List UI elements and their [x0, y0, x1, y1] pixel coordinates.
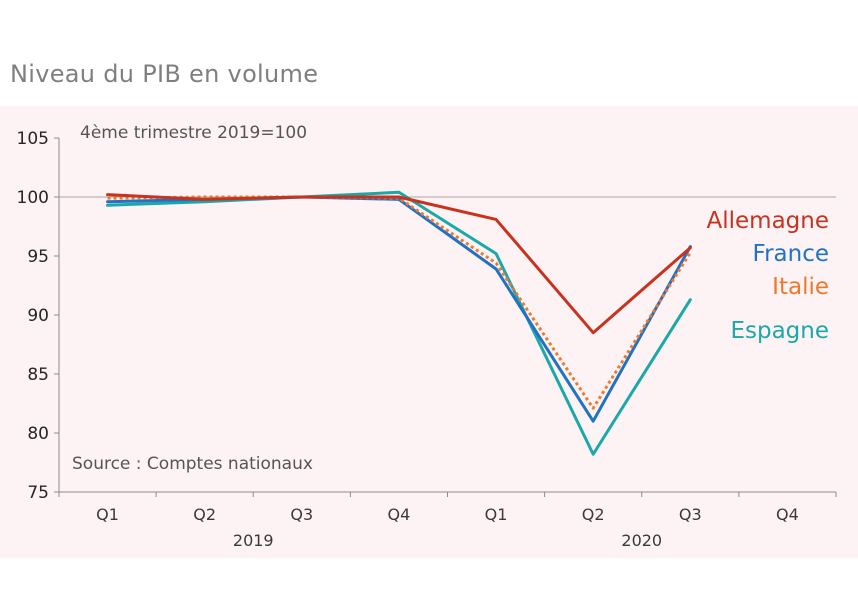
series-line-allemagne: [106, 193, 692, 335]
x-tick-label: Q4: [776, 505, 799, 524]
x-tick-label: Q3: [679, 505, 702, 524]
legend-label-italie: Italie: [772, 274, 829, 300]
chart-panel: [0, 106, 858, 558]
y-tick-label: 105: [17, 129, 49, 149]
y-tick-label: 90: [27, 306, 49, 326]
x-tick-label: Q2: [193, 505, 216, 524]
y-tick-label: 75: [27, 483, 49, 503]
x-tick-label: Q1: [96, 505, 119, 524]
y-tick-label: 80: [27, 424, 49, 444]
x-tick-label: Q1: [485, 505, 508, 524]
year-label: 2019: [233, 531, 274, 550]
y-tick-label: 85: [27, 365, 49, 385]
y-tick-label: 100: [17, 188, 49, 208]
legend-label-allemagne: Allemagne: [707, 208, 830, 234]
x-tick-label: Q3: [290, 505, 313, 524]
chart-subtitle: 4ème trimestre 2019=100: [80, 123, 307, 143]
legend-label-espagne: Espagne: [730, 318, 829, 344]
series-line-espagne: [106, 190, 692, 456]
series-line-italie: [107, 195, 692, 410]
chart-title: Niveau du PIB en volume: [10, 60, 319, 88]
year-label: 2020: [621, 531, 662, 550]
y-tick-label: 95: [27, 247, 49, 267]
source-note: Source : Comptes nationaux: [72, 454, 313, 474]
series-line-france: [106, 195, 692, 423]
x-tick-label: Q2: [582, 505, 605, 524]
x-tick-label: Q4: [388, 505, 411, 524]
legend-label-france: France: [753, 241, 829, 267]
